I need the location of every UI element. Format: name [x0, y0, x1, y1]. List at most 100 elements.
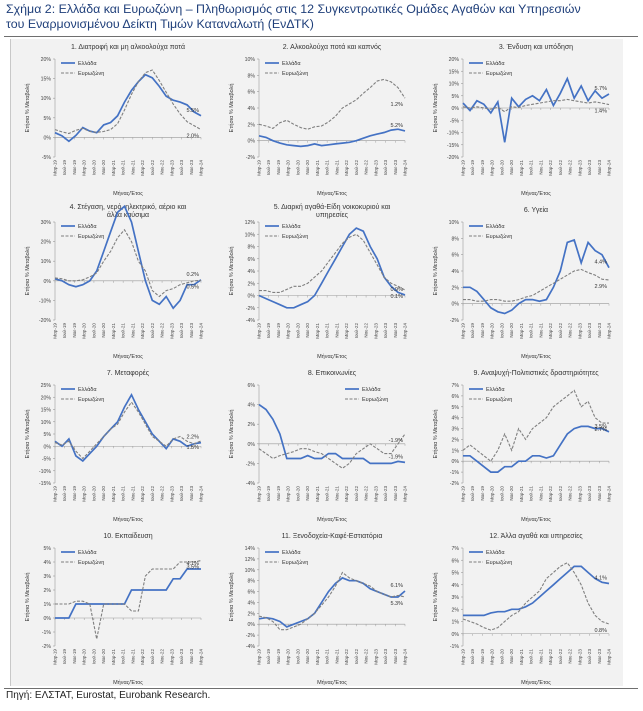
- y-tick-label: 0%: [248, 622, 256, 628]
- chart-title: 10. Εκπαίδευση: [103, 532, 152, 540]
- y-tick-label: -2%: [450, 318, 460, 324]
- x-tick-label: Ιουλ-20: [295, 486, 300, 502]
- y-tick-label: 8%: [248, 245, 256, 251]
- y-tick-label: 3%: [452, 427, 460, 433]
- x-tick-label: Μαρ-23: [373, 160, 378, 176]
- series-line-greece: [54, 204, 202, 310]
- x-tick-label: Νοε-21: [130, 160, 135, 175]
- x-tick-label: Ιουλ-19: [470, 486, 475, 502]
- x-tick-label: Μαρ-22: [344, 323, 349, 339]
- x-tick-label: Μαρ-22: [344, 160, 349, 176]
- chart-title: 5. Διαρκή αγαθά-Είδη νοικοκυριού και: [274, 203, 391, 211]
- x-tick-label: Ιουλ-21: [325, 323, 330, 339]
- end-value-label: 0.5%: [186, 284, 199, 290]
- x-axis-title: Μήνας/Έτος: [113, 679, 143, 686]
- series-line-greece: [258, 227, 406, 309]
- x-tick-label: Μαρ-22: [344, 649, 349, 665]
- y-tick-label: 0%: [452, 459, 460, 465]
- y-tick-label: 5%: [452, 405, 460, 411]
- x-tick-label: Ιουλ-22: [150, 323, 155, 339]
- end-value-label: 3.5%: [186, 565, 199, 571]
- x-tick-label: Μαρ-21: [111, 649, 116, 665]
- y-tick-label: -2%: [246, 461, 256, 467]
- x-tick-label: Ιουλ-23: [383, 323, 388, 339]
- x-tick-label: Μαρ-21: [315, 486, 320, 502]
- y-tick-label: 2%: [452, 285, 460, 291]
- x-tick-label: Ιουλ-22: [150, 486, 155, 502]
- series-line-eurozone: [462, 98, 610, 113]
- y-tick-label: 2%: [248, 122, 256, 128]
- x-tick-label: Νοε-21: [538, 486, 543, 501]
- x-tick-label: Μαρ-20: [286, 486, 291, 502]
- source-note: Πηγή: ΕΛΣΤΑΤ, Eurostat, Eurobank Researc…: [6, 690, 211, 701]
- x-tick-label: Μαρ-19: [257, 323, 262, 339]
- x-tick-label: Μαρ-22: [140, 486, 145, 502]
- legend-label: Ελλάδα: [282, 60, 301, 67]
- x-tick-label: Μαρ-21: [519, 323, 524, 339]
- y-axis-title: Ετήσια % Μεταβολή: [432, 84, 439, 133]
- y-axis-title: Ετήσια % Μεταβολή: [24, 84, 31, 133]
- chart-9: 9. Αναψυχή-Πολιτιστικές δραστηριότητες -2…: [432, 369, 612, 523]
- x-tick-label: Μαρ-22: [548, 160, 553, 176]
- x-tick-label: Μαρ-19: [53, 649, 58, 665]
- x-tick-label: Μαρ-19: [53, 160, 58, 176]
- x-tick-label: Νοε-21: [334, 649, 339, 664]
- x-tick-label: Νοε-23: [393, 649, 398, 664]
- y-tick-label: -20%: [39, 318, 51, 324]
- x-tick-label: Μαρ-19: [461, 486, 466, 502]
- series-line-greece: [54, 73, 202, 143]
- figure-title-line2: του Εναρμονισμένου Δείκτη Τιμών Καταναλω…: [6, 17, 314, 31]
- y-axis-title: Ετήσια % Μεταβολή: [24, 410, 31, 459]
- x-tick-label: Νοε-21: [334, 160, 339, 175]
- y-tick-label: -15%: [39, 481, 51, 487]
- x-tick-label: Νοε-22: [364, 160, 369, 175]
- x-tick-label: Μαρ-21: [315, 160, 320, 176]
- x-tick-label: Μαρ-21: [111, 486, 116, 502]
- chart-3: 3. Ένδυση και υπόδηση -20% -15% -10% -5% 0% 5%…: [432, 43, 612, 197]
- y-axis-title: Ετήσια % Μεταβολή: [24, 247, 31, 296]
- end-value-label: 5.3%: [390, 601, 403, 607]
- x-tick-label: Ιουλ-20: [499, 160, 504, 176]
- end-value-label: -1.9%: [389, 454, 403, 460]
- legend-label: Ελλάδα: [78, 549, 97, 556]
- series-line-greece: [463, 238, 610, 315]
- x-tick-label: Μαρ-23: [169, 649, 174, 665]
- chart-10: 10. Εκπαίδευση -2% -1% 0% 1% 2% 3% 4% 5% Μαρ-19 Ιο…: [24, 532, 204, 686]
- y-tick-label: 1%: [44, 602, 52, 608]
- y-tick-label: -1%: [450, 470, 460, 476]
- chart-title: 9. Αναψυχή-Πολιτιστικές δραστηριότητες: [473, 369, 599, 377]
- charts-panel: 1. Διατροφή και μη αλκοολούχα ποτά -5% 0% 5…: [10, 39, 623, 686]
- y-tick-label: -1%: [450, 644, 460, 650]
- x-tick-label: Νοε-22: [160, 486, 165, 501]
- y-tick-label: -2%: [42, 644, 52, 650]
- y-tick-label: -10%: [39, 469, 51, 475]
- x-tick-label: Μαρ-23: [169, 160, 174, 176]
- x-tick-label: Νοε-22: [364, 323, 369, 338]
- legend-label: Ευρωζώνη: [78, 233, 104, 240]
- x-tick-label: Μαρ-19: [257, 160, 262, 176]
- x-tick-label: Ιουλ-23: [179, 160, 184, 176]
- y-tick-label: -4%: [246, 644, 256, 650]
- series-line-greece: [462, 76, 610, 143]
- x-tick-label: Ιουλ-22: [558, 649, 563, 665]
- x-tick-label: Ιουλ-19: [470, 649, 475, 665]
- y-tick-label: 2%: [452, 607, 460, 613]
- y-tick-label: 6%: [452, 253, 460, 259]
- legend-label: Ελλάδα: [486, 60, 505, 67]
- y-tick-label: 5%: [44, 432, 52, 438]
- series-line-eurozone: [258, 571, 406, 631]
- x-tick-label: Ιουλ-20: [295, 323, 300, 339]
- y-axis-title: Ετήσια % Μεταβολή: [228, 573, 235, 622]
- end-value-label: 4.4%: [594, 260, 607, 266]
- x-tick-label: Ιουλ-20: [295, 160, 300, 176]
- x-tick-label: Ιουλ-23: [179, 486, 184, 502]
- x-tick-label: Μαρ-24: [199, 486, 204, 502]
- series-line-greece: [55, 568, 201, 619]
- x-tick-label: Νοε-23: [189, 160, 194, 175]
- x-tick-label: Μαρ-20: [82, 649, 87, 665]
- series-line-eurozone: [54, 401, 202, 460]
- end-value-label: 2.2%: [186, 435, 199, 441]
- x-tick-label: Νοε-23: [597, 323, 602, 338]
- x-tick-label: Νοε-23: [189, 323, 194, 338]
- end-value-label: 0.2%: [186, 272, 199, 278]
